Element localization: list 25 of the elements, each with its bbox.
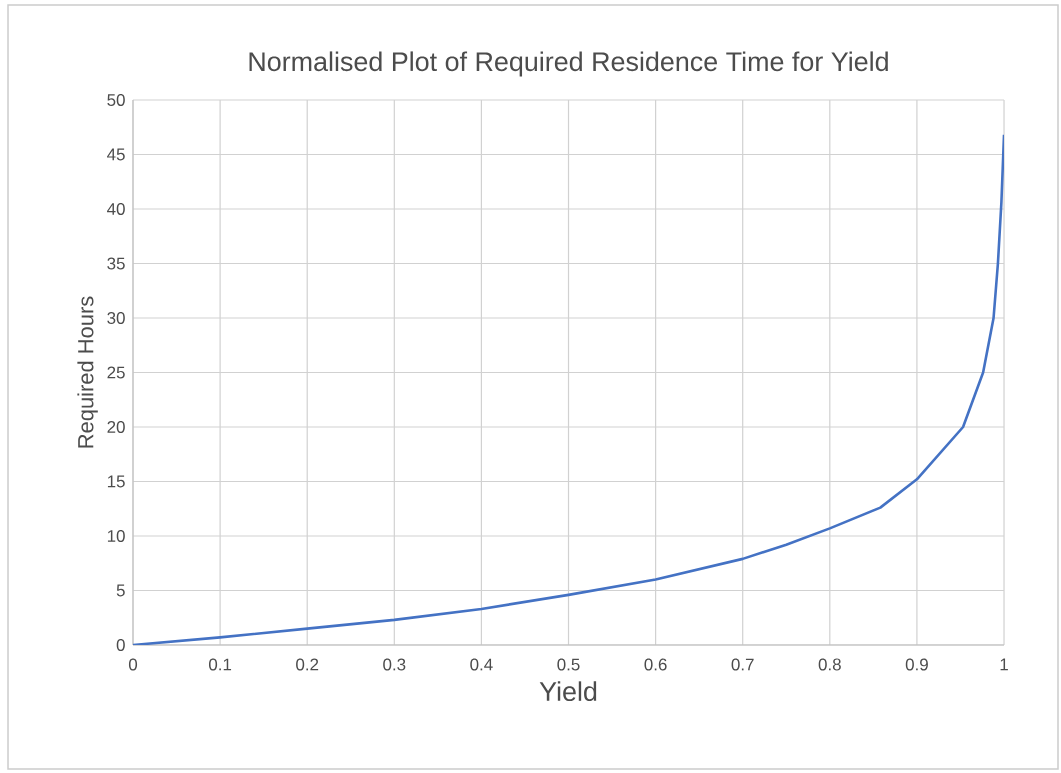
y-tick-label: 0 (116, 638, 125, 651)
y-tick-label: 25 (107, 366, 125, 379)
x-tick-label: 0.2 (296, 658, 319, 671)
y-tick-label: 20 (107, 420, 125, 433)
y-tick-label: 10 (107, 529, 125, 542)
y-axis-title: Required Hours (77, 296, 98, 448)
y-tick-label: 30 (107, 311, 125, 324)
x-tick-label: 0.3 (383, 658, 406, 671)
x-axis-title: Yield (539, 681, 597, 702)
chart-title: Normalised Plot of Required Residence Time for Yield (249, 51, 888, 77)
x-tick-label: 0.7 (731, 658, 754, 671)
y-tick-label: 35 (107, 257, 125, 270)
y-tick-label: 15 (107, 475, 125, 488)
x-tick-label: 0.5 (557, 658, 580, 671)
y-tick-label: 50 (107, 93, 125, 106)
y-tick-label: 5 (116, 584, 125, 597)
x-tick-label: 0.9 (905, 658, 928, 671)
y-tick-label: 40 (107, 202, 125, 215)
x-tick-label: 0.1 (208, 658, 232, 671)
x-tick-label: 1 (1000, 658, 1008, 671)
x-tick-label: 0 (128, 658, 138, 671)
y-tick-label: 45 (107, 148, 125, 161)
x-tick-label: 0.6 (644, 658, 667, 671)
x-tick-label: 0.4 (470, 658, 493, 671)
x-tick-label: 0.8 (818, 658, 841, 671)
